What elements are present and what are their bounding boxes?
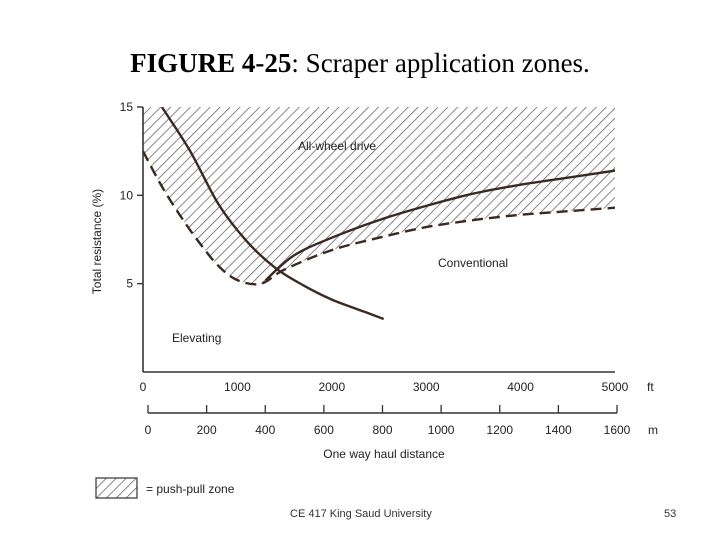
series-line-elevating <box>160 107 385 321</box>
push-pull-zone-fill <box>143 107 615 285</box>
x-tick-label-ft: 5000 <box>602 380 629 394</box>
x-tick-label-m: 200 <box>197 423 217 437</box>
legend-label: = push-pull zone <box>146 482 235 496</box>
series-line-conventional <box>264 169 615 282</box>
y-tick-label: 5 <box>126 277 133 291</box>
legend-swatch <box>95 477 138 499</box>
x-tick-label-m: 800 <box>372 423 392 437</box>
series-line-push-pull-boundary <box>143 150 615 286</box>
x-tick-label-m: 1400 <box>545 423 572 437</box>
y-tick-label: 10 <box>120 188 134 202</box>
x-unit-m: m <box>648 423 658 437</box>
x-tick-label-ft: 2000 <box>318 380 345 394</box>
x-tick-label-m: 1600 <box>604 423 631 437</box>
zone-label-elevating: Elevating <box>172 331 221 345</box>
x-tick-label-m: 1000 <box>428 423 455 437</box>
y-axis-label: Total resistance (%) <box>90 189 104 294</box>
x-unit-ft: ft <box>647 380 654 394</box>
x-tick-label-m: 0 <box>145 423 152 437</box>
zone-label-conventional: Conventional <box>438 256 508 270</box>
zone-label-all-wheel: All-wheel drive <box>298 139 376 153</box>
page-number: 53 <box>664 508 677 520</box>
x-tick-label-ft: 3000 <box>413 380 440 394</box>
x-tick-label-m: 400 <box>255 423 275 437</box>
x-tick-label-m: 1200 <box>486 423 513 437</box>
x-tick-label-ft: 0 <box>140 380 147 394</box>
y-tick-label: 15 <box>120 100 134 114</box>
x-tick-label-ft: 4000 <box>507 380 534 394</box>
slide-title: FIGURE 4-25: Scraper application zones. <box>0 48 720 79</box>
figure-number: FIGURE 4-25 <box>130 48 292 78</box>
x-axis-label: One way haul distance <box>323 447 445 461</box>
push-pull-zone-hatch <box>143 107 615 285</box>
footer-text: CE 417 King Saud University <box>290 508 432 520</box>
x-tick-label-ft: 1000 <box>224 380 251 394</box>
figure-caption: : Scraper application zones. <box>291 48 590 78</box>
x-tick-label-m: 600 <box>314 423 334 437</box>
